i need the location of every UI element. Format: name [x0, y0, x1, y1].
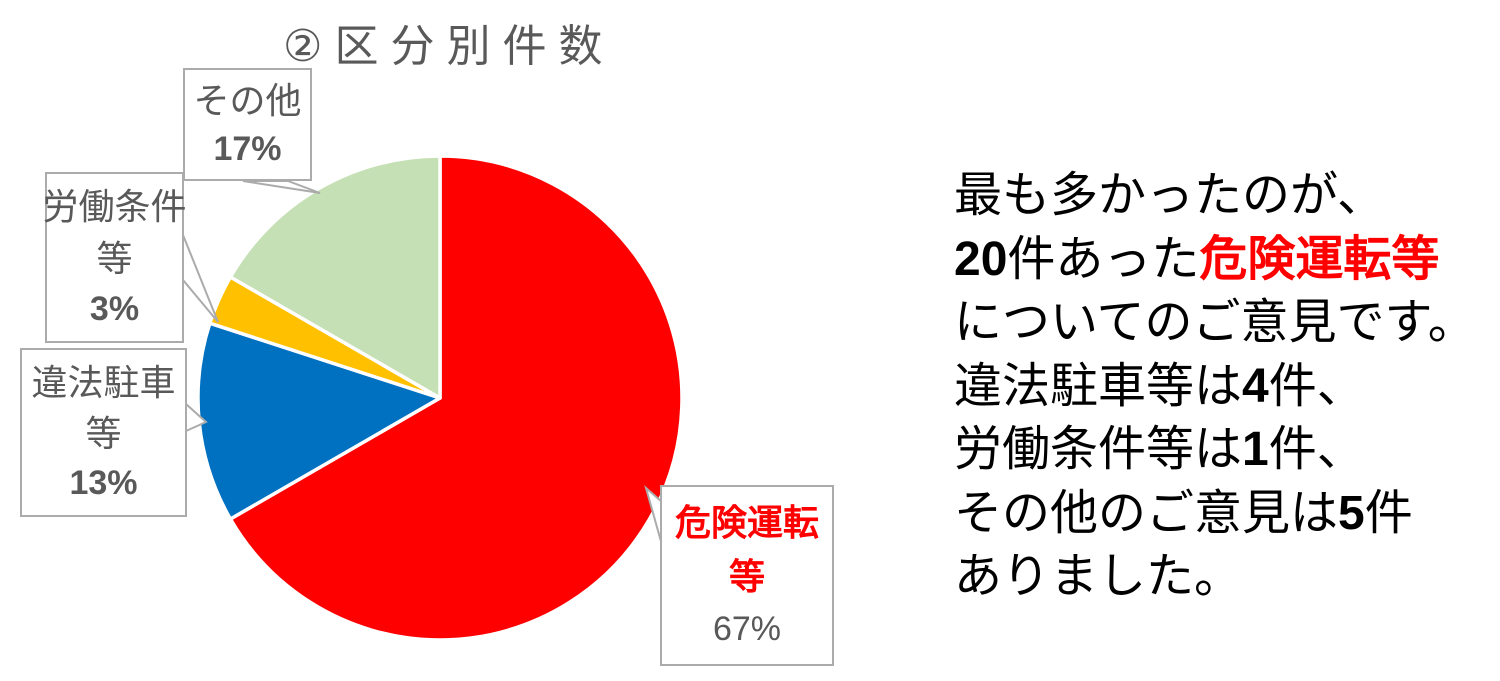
narrative-line: 違法駐車等は4件、 [954, 355, 1500, 419]
callout-other: その他 17% [183, 68, 312, 181]
narrative-line: 労働条件等は1件、 [954, 418, 1500, 482]
callout-dangerous-label-line2: 等 [728, 555, 765, 597]
narrative-line: についてのご意見です。 [954, 291, 1500, 355]
callout-parking-percent: 13% [69, 464, 138, 503]
pie-slices [196, 154, 684, 642]
narrative-count-other: 5 [1338, 486, 1365, 540]
callout-parking-label-line2: 等 [85, 412, 122, 454]
narrative-segment: ありました。 [954, 550, 1243, 603]
callout-labor-label-line2: 等 [96, 237, 133, 279]
narrative-line: その他のご意見は5件 [954, 482, 1500, 546]
callout-labor: 労働条件 等 3% [42, 172, 187, 343]
callout-labor-percent: 3% [89, 289, 140, 328]
callout-dangerous-label-line1: 危険運転 [674, 501, 819, 543]
narrative-segment: 労働条件等は [954, 423, 1243, 476]
callout-pointer-other [242, 180, 321, 194]
narrative-segment: その他のご意見は [954, 486, 1339, 540]
narrative-segment: 件 [1364, 486, 1413, 540]
narrative-segment: 違法駐車等は [954, 359, 1243, 413]
callout-pointer-labor [182, 234, 219, 323]
callout-parking-label-line1: 違法駐車 [31, 361, 176, 403]
narrative-line: 最も多かったのが、 [954, 164, 1500, 228]
narrative-count-dangerous: 20 [954, 232, 1008, 286]
narrative-line: 20件あった危険運転等 [954, 228, 1500, 292]
narrative-count-labor: 1 [1242, 423, 1269, 476]
callout-other-percent: 17% [213, 130, 282, 168]
narrative-segment: 件あった [1007, 232, 1200, 286]
narrative-emphasis-dangerous: 危険運転等 [1199, 232, 1440, 286]
narrative-segment: 件、 [1268, 423, 1365, 476]
narrative-segment: についてのご意見です。 [954, 296, 1476, 349]
narrative-text: 最も多かったのが、 20件あった危険運転等 についてのご意見です。 違法駐車等は… [954, 164, 1500, 609]
narrative-segment: 件、 [1268, 359, 1365, 413]
callout-other-label: その他 [193, 80, 302, 121]
callout-labor-label-line1: 労働条件 [42, 186, 187, 228]
narrative-line: ありました。 [954, 545, 1500, 609]
callout-dangerous: 危険運転 等 67% [660, 485, 834, 666]
pie-slice-3 [228, 154, 442, 400]
pie-slice-0 [228, 154, 684, 642]
chart-title: ②区分別件数 [283, 22, 615, 71]
narrative-count-parking: 4 [1242, 359, 1269, 413]
callout-dangerous-percent: 67% [712, 610, 782, 649]
callout-parking: 違法駐車 等 13% [20, 348, 187, 517]
narrative-segment: 最も多かったのが、 [954, 169, 1386, 222]
